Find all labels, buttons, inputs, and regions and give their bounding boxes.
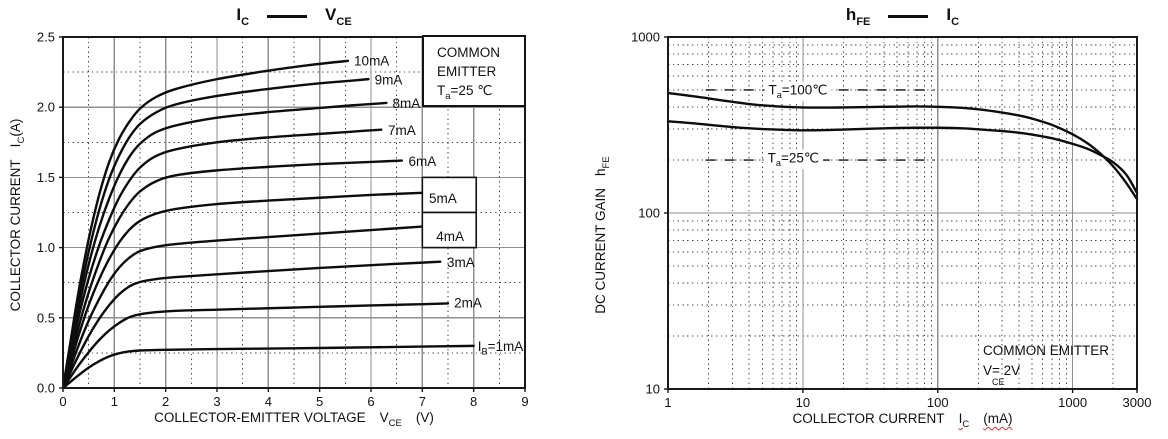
svg-text:5: 5 [316, 394, 323, 409]
svg-text:7: 7 [419, 394, 426, 409]
axis-ticks-and-labels: 0 1 2 3 4 5 6 7 8 9 0.0 0.5 1.0 1.5 2.0 2.5 [37, 30, 529, 410]
title-hfe-symbol: hFE [845, 5, 871, 28]
curves [61, 59, 475, 390]
curve-label-boxes: 5mA 4mA [421, 176, 478, 249]
hfe-ic-chart-panel: hFE IC DC CURRENT GAINhFE Ta=100℃ Ta=25℃ 1… [584, 0, 1168, 439]
svg-text:4: 4 [265, 394, 272, 409]
svg-text:5mA: 5mA [429, 191, 457, 206]
svg-text:1.0: 1.0 [37, 240, 55, 255]
ic-vce-chart-title: IC VCE [63, 5, 525, 28]
condition-line-2: EMITTER [437, 64, 497, 79]
curve-labels: Ta=100℃ Ta=25℃ [763, 81, 832, 170]
vce-symbol: VCE [379, 410, 402, 429]
svg-text:1: 1 [664, 395, 671, 410]
ic-vce-plot: 5mA 4mA 10mA 9mA 8mA 7mA 6mA 3mA 2mA IB=1mA 0 1 2 3 4 5… [37, 30, 529, 410]
svg-text:8: 8 [470, 394, 477, 409]
svg-text:10mA: 10mA [354, 53, 389, 68]
curve-IB=4mA [61, 225, 424, 390]
svg-text:2.5: 2.5 [37, 30, 55, 45]
curve-labels: 10mA 9mA 8mA 7mA 6mA 3mA 2mA IB=1mA [354, 53, 523, 356]
svg-text:Ta=100℃: Ta=100℃ [769, 82, 828, 100]
title-dash-line [888, 15, 929, 18]
svg-text:100: 100 [927, 395, 949, 410]
condition-line-1: COMMON EMITTER [983, 343, 1109, 358]
left-x-axis-label: COLLECTOR-EMITTER VOLTAGE VCE (V) [154, 410, 434, 429]
hfe-ic-plot: Ta=100℃ Ta=25℃ 1 10 100 1000 3000 10 100 1000 [631, 30, 1151, 411]
svg-text:0: 0 [59, 394, 66, 409]
svg-text:1: 1 [111, 394, 118, 409]
hfe-ic-chart-title: hFE IC [668, 5, 1137, 28]
curve-IB=3mA [61, 260, 442, 390]
ic-vce-chart-panel: IC VCE COLLECTOR CURRENTIC(A) 5mA 4mA 10mA… [8, 5, 529, 429]
svg-text:1000: 1000 [1058, 395, 1087, 410]
curve-Ta=100C [666, 91, 1139, 201]
svg-text:2: 2 [162, 394, 169, 409]
svg-text:1000: 1000 [631, 30, 660, 45]
title-dash-line [267, 15, 308, 18]
svg-text:7mA: 7mA [388, 123, 416, 138]
svg-text:2.0: 2.0 [37, 100, 55, 115]
right-y-axis-label: DC CURRENT GAINhFE [593, 156, 612, 314]
title-ic-symbol: IC [236, 5, 250, 28]
svg-text:2mA: 2mA [454, 296, 482, 311]
svg-text:8mA: 8mA [393, 96, 421, 111]
svg-text:10: 10 [646, 382, 660, 397]
svg-text:3: 3 [213, 394, 220, 409]
svg-text:3000: 3000 [1123, 395, 1152, 410]
plot-border [62, 36, 526, 389]
curve-Ta=25C [666, 120, 1139, 195]
left-condition-box: COMMON EMITTER Ta=25 ℃ [422, 35, 526, 107]
curves [666, 91, 1139, 201]
curve-IB=9mA [61, 77, 370, 390]
svg-text:10: 10 [796, 395, 810, 410]
left-y-axis-label: COLLECTOR CURRENTIC(A) [8, 118, 27, 312]
curve-IB=7mA [61, 128, 383, 390]
curve-IB=1mA [61, 344, 475, 390]
svg-text:9: 9 [521, 394, 528, 409]
svg-text:IB=1mA: IB=1mA [478, 339, 524, 357]
title-vce-symbol: VCE [325, 5, 352, 28]
svg-text:4mA: 4mA [436, 229, 464, 244]
axis-ticks-and-labels: 1 10 100 1000 3000 10 100 1000 [631, 30, 1151, 411]
svg-text:6mA: 6mA [408, 154, 436, 169]
svg-text:100: 100 [638, 206, 660, 221]
condition-temp: Ta=25 ℃ [437, 83, 493, 102]
ic-symbol: IC [958, 411, 970, 430]
svg-text:6: 6 [367, 394, 374, 409]
condition-line-1: COMMON [437, 45, 500, 60]
curve-IB=10mA [61, 59, 350, 390]
right-condition-text: COMMON EMITTER V= CE 2V [983, 341, 1109, 387]
curve-IB=8mA [61, 101, 388, 390]
right-x-axis-label: COLLECTOR CURRENT IC (mA) [792, 411, 1013, 430]
svg-text:0.5: 0.5 [37, 310, 55, 325]
svg-text:Ta=25℃: Ta=25℃ [768, 151, 819, 169]
svg-text:9mA: 9mA [375, 72, 403, 87]
curve-IB=6mA [61, 159, 403, 390]
curve-IB=5mA [61, 191, 424, 390]
condition-vce: V= CE 2V [983, 363, 1021, 387]
svg-text:1.5: 1.5 [37, 170, 55, 185]
svg-text:3mA: 3mA [447, 255, 475, 270]
curve-IB=2mA [61, 302, 450, 390]
title-ic-symbol: IC [946, 5, 960, 28]
svg-text:0.0: 0.0 [37, 381, 55, 396]
